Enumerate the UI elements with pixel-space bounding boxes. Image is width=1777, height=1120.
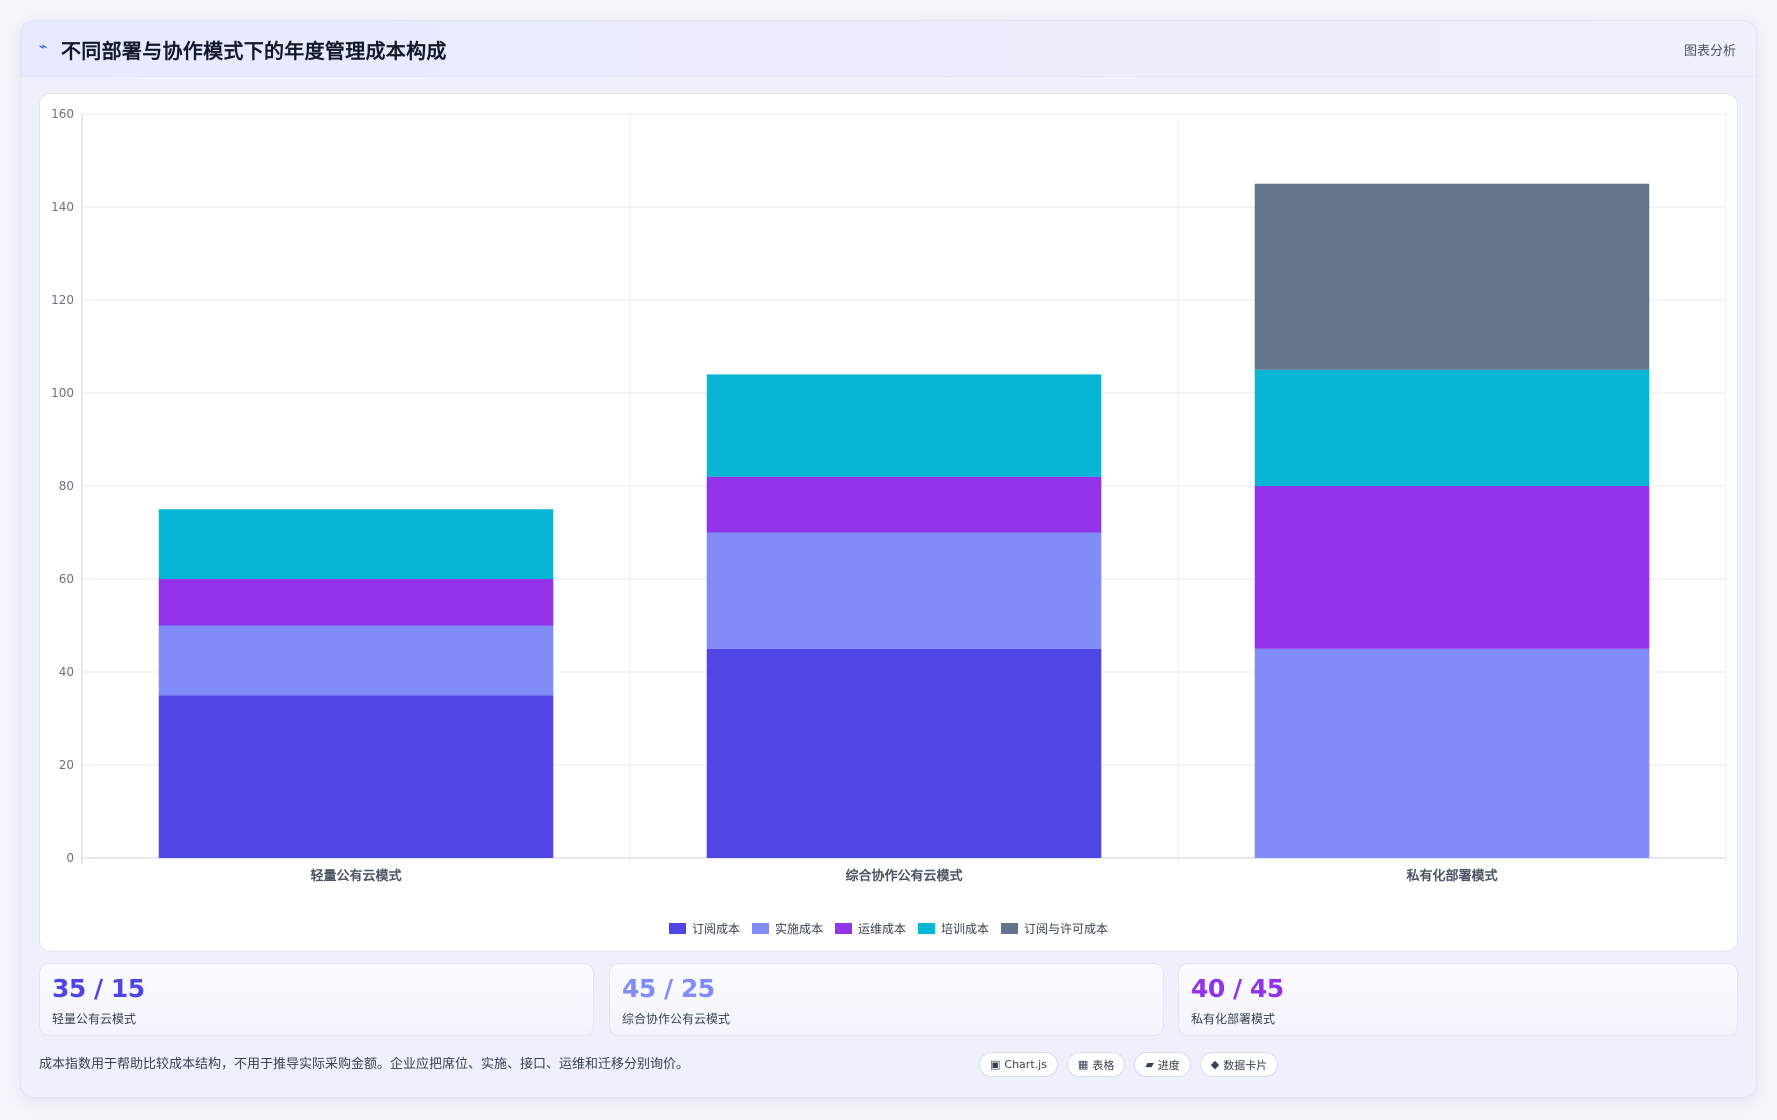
button-label: Chart.js bbox=[1004, 1058, 1047, 1071]
legend-swatch bbox=[668, 923, 686, 934]
y-tick-label: 100 bbox=[51, 386, 74, 400]
footer-buttons: ▣ Chart.js ▦ 表格 ▰ 进度 ◆ 数据卡片 bbox=[979, 1052, 1279, 1077]
footnote: 成本指数用于帮助比较成本结构，不用于推导实际采购金额。企业应把席位、实施、接口、… bbox=[39, 1057, 690, 1072]
legend-swatch bbox=[1001, 923, 1019, 934]
progress-button[interactable]: ▰ 进度 bbox=[1134, 1052, 1191, 1077]
chart-panel: 0 20 40 60 80 100 120 140 160 轻量公有云模式 综合协作公有云模式 私有化… bbox=[39, 93, 1738, 952]
legend-label: 订阅与许可成本 bbox=[1024, 922, 1109, 936]
button-label: 表格 bbox=[1092, 1058, 1115, 1072]
stat-label: 综合协作公有云模式 bbox=[622, 1012, 731, 1026]
bar-segment bbox=[706, 476, 1102, 533]
y-tick-label: 0 bbox=[66, 851, 74, 865]
progress-icon: ▰ bbox=[1145, 1058, 1154, 1071]
table-icon: ▦ bbox=[1077, 1058, 1089, 1071]
chart-card: ⌁ 不同部署与协作模式下的年度管理成本构成 图表分析 0 20 40 60 80 100 1… bbox=[20, 20, 1757, 1098]
legend-label: 订阅成本 bbox=[691, 922, 740, 936]
legend-item[interactable]: 订阅成本 bbox=[668, 920, 740, 937]
bar-segment bbox=[158, 625, 554, 696]
data-card-button[interactable]: ◆ 数据卡片 bbox=[1199, 1052, 1279, 1077]
card-header: ⌁ 不同部署与协作模式下的年度管理成本构成 图表分析 bbox=[21, 21, 1756, 77]
stat-card-light-cloud: 35 / 15 轻量公有云模式 bbox=[39, 963, 594, 1036]
bar-segment bbox=[1254, 369, 1650, 486]
stat-card-private: 40 / 45 私有化部署模式 bbox=[1178, 963, 1738, 1036]
bar-segment bbox=[158, 509, 554, 579]
legend-label: 运维成本 bbox=[857, 922, 906, 936]
bar-segment bbox=[1254, 486, 1650, 649]
button-label: 进度 bbox=[1157, 1058, 1180, 1072]
card-title: 不同部署与协作模式下的年度管理成本构成 bbox=[61, 39, 447, 63]
legend-swatch bbox=[918, 923, 935, 934]
stat-value: 35 / 15 bbox=[52, 974, 145, 1003]
legend-swatch bbox=[751, 923, 769, 934]
pulse-icon: ⌁ bbox=[39, 39, 48, 55]
legend-label: 培训成本 bbox=[941, 922, 990, 936]
legend-swatch bbox=[834, 923, 852, 934]
stat-value: 40 / 45 bbox=[1191, 974, 1284, 1003]
x-tick-label: 私有化部署模式 bbox=[1406, 868, 1497, 884]
data-card-icon: ◆ bbox=[1210, 1058, 1220, 1071]
chartjs-button[interactable]: ▣ Chart.js bbox=[979, 1052, 1058, 1077]
bar-segment bbox=[706, 374, 1102, 477]
bar-segment bbox=[1254, 183, 1650, 370]
y-tick-label: 160 bbox=[51, 107, 74, 121]
y-tick-label: 140 bbox=[51, 200, 74, 214]
legend-item[interactable]: 订阅与许可成本 bbox=[1001, 920, 1108, 937]
stat-card-collab-cloud: 45 / 25 综合协作公有云模式 bbox=[609, 963, 1164, 1036]
button-label: 数据卡片 bbox=[1223, 1058, 1268, 1072]
bar-segment bbox=[706, 648, 1102, 858]
legend-item[interactable]: 培训成本 bbox=[918, 920, 989, 937]
bar-segment bbox=[1254, 648, 1650, 858]
bar-segment bbox=[158, 695, 554, 858]
header-tag: 图表分析 bbox=[1683, 44, 1736, 59]
chart-legend: 订阅成本 实施成本 运维成本 培训成本 订阅与许可成本 bbox=[40, 920, 1737, 937]
y-tick-label: 120 bbox=[51, 293, 74, 307]
y-tick-label: 40 bbox=[59, 665, 74, 679]
bar-segment bbox=[158, 579, 554, 626]
stat-value: 45 / 25 bbox=[622, 974, 715, 1003]
stacked-bar-chart: 0 20 40 60 80 100 120 140 160 轻量公有云模式 综合协作公有云模式 私有化… bbox=[51, 107, 1727, 884]
y-tick-label: 20 bbox=[59, 758, 74, 772]
stat-label: 轻量公有云模式 bbox=[52, 1012, 137, 1026]
table-button[interactable]: ▦ 表格 bbox=[1066, 1052, 1126, 1077]
stat-label: 私有化部署模式 bbox=[1191, 1012, 1276, 1026]
bar-segment bbox=[706, 532, 1102, 649]
y-tick-label: 80 bbox=[59, 479, 74, 493]
y-tick-label: 60 bbox=[59, 572, 74, 586]
legend-item[interactable]: 实施成本 bbox=[751, 920, 823, 937]
legend-item[interactable]: 运维成本 bbox=[834, 920, 906, 937]
chart-icon: ▣ bbox=[990, 1058, 1001, 1071]
x-tick-label: 综合协作公有云模式 bbox=[845, 868, 962, 884]
legend-label: 实施成本 bbox=[774, 922, 823, 936]
x-tick-label: 轻量公有云模式 bbox=[310, 868, 401, 884]
